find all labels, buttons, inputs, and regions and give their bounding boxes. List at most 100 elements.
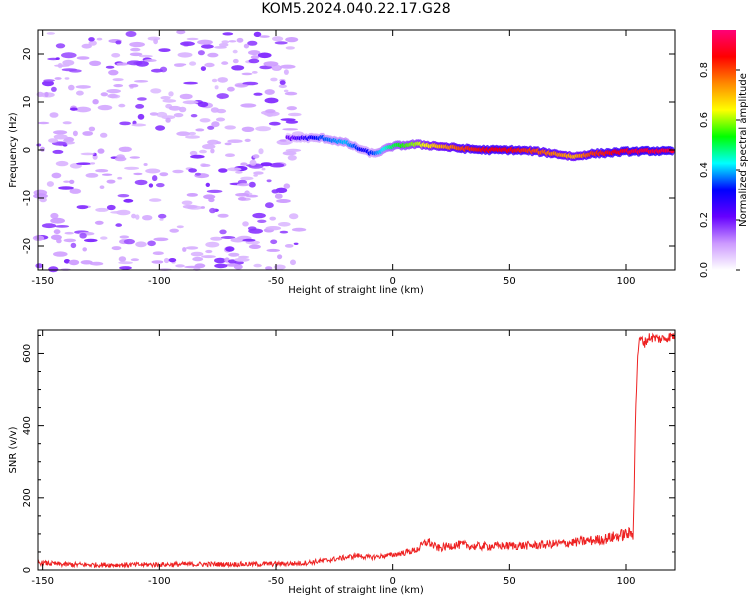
- noise-blob: [63, 180, 70, 183]
- noise-blob: [252, 154, 260, 159]
- noise-blob: [221, 61, 229, 65]
- noise-blob: [163, 257, 170, 264]
- noise-blob: [108, 69, 119, 76]
- noise-blob: [106, 204, 116, 211]
- noise-blob: [174, 63, 185, 67]
- noise-blob: [285, 46, 295, 50]
- noise-blob: [48, 138, 59, 144]
- noise-blob: [63, 259, 71, 264]
- noise-blob: [63, 139, 69, 142]
- y-tick-label: 20: [22, 48, 33, 61]
- noise-blob: [101, 173, 113, 176]
- noise-blob: [269, 216, 277, 221]
- noise-blob: [129, 41, 146, 48]
- noise-blob: [152, 175, 158, 182]
- noise-blob: [278, 84, 287, 89]
- noise-blob: [284, 91, 298, 96]
- noise-blob: [55, 160, 69, 167]
- y-tick-label: 0: [22, 147, 33, 153]
- noise-blob: [115, 223, 122, 227]
- noise-blob: [96, 37, 103, 41]
- noise-blob: [62, 59, 75, 66]
- noise-blob: [147, 240, 156, 247]
- noise-blob: [97, 148, 105, 154]
- noise-blob: [272, 36, 284, 42]
- noise-blob: [283, 89, 289, 93]
- noise-blob: [114, 156, 127, 162]
- noise-blob: [261, 167, 266, 171]
- noise-blob: [241, 126, 255, 132]
- noise-blob: [199, 118, 211, 123]
- noise-blob: [237, 196, 247, 201]
- noise-blob: [159, 172, 169, 177]
- noise-blob: [291, 227, 307, 232]
- noise-blob: [181, 200, 193, 206]
- noise-blob: [106, 89, 121, 94]
- noise-blob: [190, 154, 205, 159]
- noise-blob: [123, 238, 135, 245]
- noise-blob: [205, 249, 213, 254]
- noise-blob: [283, 183, 291, 189]
- noise-blob: [117, 194, 130, 198]
- noise-blob: [257, 52, 272, 59]
- noise-blob: [51, 86, 57, 92]
- noise-blob: [76, 56, 90, 60]
- noise-blob: [232, 49, 238, 54]
- noise-blob: [279, 139, 288, 142]
- noise-blob: [194, 263, 206, 269]
- noise-blob: [61, 68, 78, 72]
- noise-blob: [285, 148, 302, 152]
- noise-blob: [175, 264, 185, 268]
- noise-blob: [137, 113, 145, 120]
- noise-blob: [293, 242, 299, 245]
- noise-blob: [216, 141, 222, 145]
- noise-blob: [159, 218, 164, 221]
- spectrogram-noise-blobs: [32, 29, 307, 273]
- noise-blob: [251, 71, 258, 74]
- noise-blob: [69, 188, 82, 194]
- noise-blob: [148, 183, 154, 188]
- noise-blob: [156, 183, 165, 188]
- noise-blob: [210, 148, 215, 154]
- noise-blob: [155, 125, 166, 131]
- noise-blob: [88, 37, 95, 42]
- noise-blob: [217, 77, 228, 83]
- noise-blob: [221, 236, 236, 239]
- noise-blob: [69, 179, 75, 184]
- noise-blob: [214, 85, 219, 90]
- noise-blob: [205, 182, 210, 187]
- snr-frame: [37, 329, 676, 571]
- noise-blob: [279, 230, 289, 234]
- noise-blob: [255, 126, 271, 132]
- noise-blob: [265, 109, 276, 114]
- noise-blob: [207, 139, 219, 145]
- noise-blob: [82, 247, 87, 252]
- noise-blob: [46, 181, 55, 187]
- noise-blob: [227, 86, 235, 92]
- noise-blob: [69, 107, 78, 111]
- noise-blob: [244, 138, 251, 142]
- noise-blob: [100, 236, 108, 240]
- noise-blob: [277, 254, 283, 260]
- noise-blob: [160, 96, 171, 100]
- noise-blob: [284, 244, 294, 248]
- noise-blob: [253, 171, 264, 175]
- noise-blob: [153, 237, 169, 242]
- y-tick-label: -10: [22, 190, 33, 206]
- noise-blob: [197, 101, 209, 108]
- noise-blob: [265, 202, 274, 209]
- noise-blob: [279, 80, 286, 85]
- noise-blob: [182, 100, 199, 105]
- noise-blob: [218, 168, 228, 173]
- x-tick-label: 100: [616, 576, 635, 587]
- noise-blob: [236, 37, 244, 43]
- noise-blob: [225, 153, 235, 157]
- noise-blob: [274, 41, 288, 45]
- x-tick-label: 50: [503, 576, 516, 587]
- noise-blob: [283, 69, 289, 75]
- noise-blob: [55, 57, 60, 60]
- noise-blob: [131, 123, 147, 127]
- noise-blob: [81, 43, 92, 49]
